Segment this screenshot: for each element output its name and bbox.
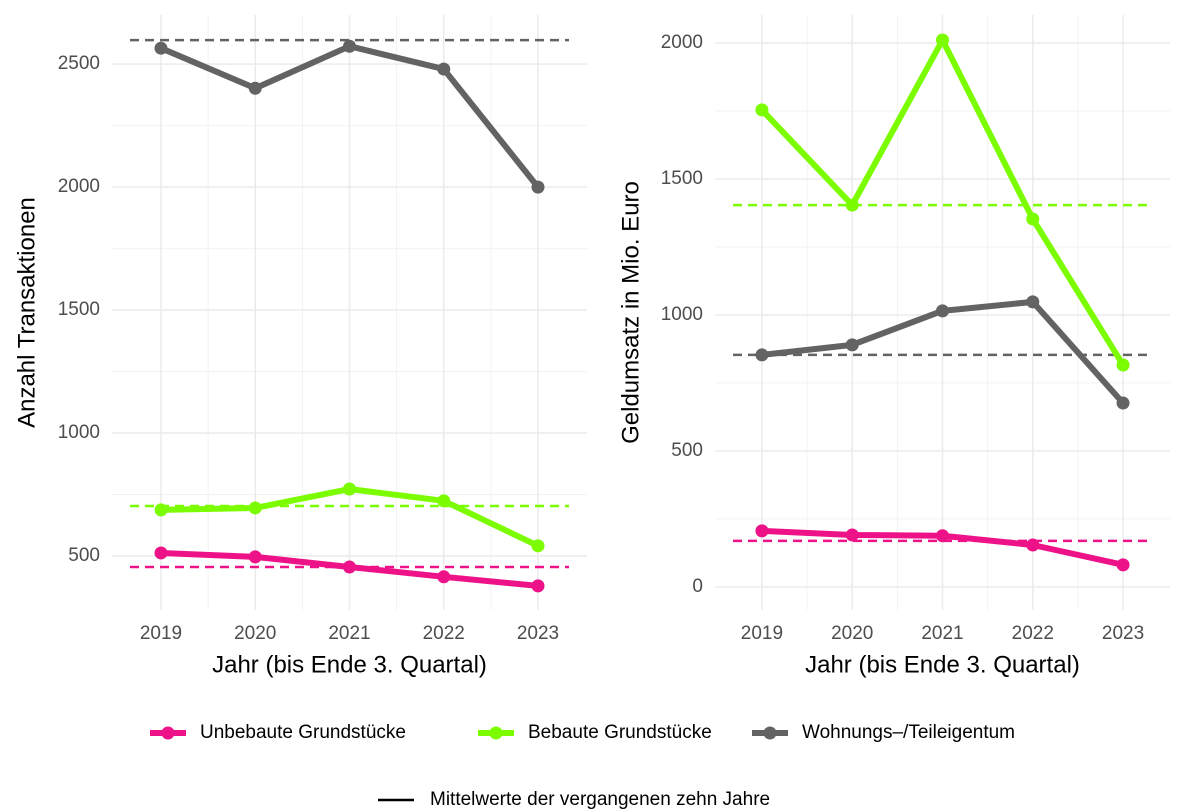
point: [755, 348, 769, 362]
point: [343, 482, 356, 496]
point: [1116, 358, 1130, 372]
legend-label: Bebaute Grundstücke: [528, 722, 712, 743]
point: [936, 529, 949, 543]
x-tick-label: 2020: [831, 623, 873, 644]
point: [248, 501, 262, 515]
point: [755, 524, 769, 538]
y-tick-label: 500: [68, 545, 100, 566]
x-tick-label: 2022: [423, 623, 465, 644]
point: [531, 539, 545, 553]
y-tick-label: 2500: [58, 53, 100, 74]
point: [845, 198, 859, 212]
legend-label: Unbebaute Grundstücke: [200, 722, 406, 743]
x-tick-label: 2019: [741, 623, 783, 644]
point: [248, 550, 262, 564]
x-tick-label: 2023: [1102, 623, 1144, 644]
point: [154, 41, 168, 55]
point: [437, 494, 451, 508]
y-axis-title: Geldumsatz in Mio. Euro: [617, 181, 644, 444]
y-tick-label: 500: [671, 440, 703, 461]
legend-dot: [161, 726, 175, 740]
point: [845, 338, 859, 352]
x-tick-label: 2020: [234, 623, 276, 644]
point: [1026, 295, 1040, 309]
x-tick-label: 2022: [1012, 623, 1054, 644]
y-tick-label: 0: [692, 576, 703, 597]
x-tick-label: 2021: [328, 623, 370, 644]
point: [154, 503, 168, 517]
x-tick-label: 2023: [517, 623, 559, 644]
legend-dot: [763, 726, 777, 740]
x-axis-title: Jahr (bis Ende 3. Quartal): [212, 651, 487, 678]
point: [936, 33, 949, 47]
x-tick-label: 2021: [921, 623, 963, 644]
point: [154, 546, 168, 560]
point: [531, 579, 545, 593]
y-tick-label: 1000: [58, 422, 100, 443]
point: [437, 62, 451, 76]
y-tick-label: 1500: [661, 168, 703, 189]
legend-note: Mittelwerte der vergangenen zehn Jahre: [430, 789, 770, 810]
y-tick-label: 2000: [58, 176, 100, 197]
point: [437, 570, 451, 584]
point: [755, 103, 769, 117]
point: [531, 180, 545, 194]
y-tick-label: 2000: [661, 32, 703, 53]
point: [1026, 538, 1040, 552]
point: [845, 528, 859, 542]
point: [1116, 396, 1130, 410]
y-tick-label: 1500: [58, 299, 100, 320]
legend-dot: [489, 726, 503, 740]
legend-label: Wohnungs–/Teileigentum: [802, 722, 1015, 743]
x-tick-label: 2019: [140, 623, 182, 644]
point: [1116, 558, 1130, 572]
x-axis-title: Jahr (bis Ende 3. Quartal): [805, 651, 1080, 678]
y-tick-label: 1000: [661, 304, 703, 325]
point: [248, 81, 262, 95]
point: [1026, 212, 1040, 226]
y-axis-title: Anzahl Transaktionen: [13, 197, 40, 428]
point: [936, 304, 949, 318]
point: [343, 39, 356, 53]
point: [343, 560, 356, 574]
